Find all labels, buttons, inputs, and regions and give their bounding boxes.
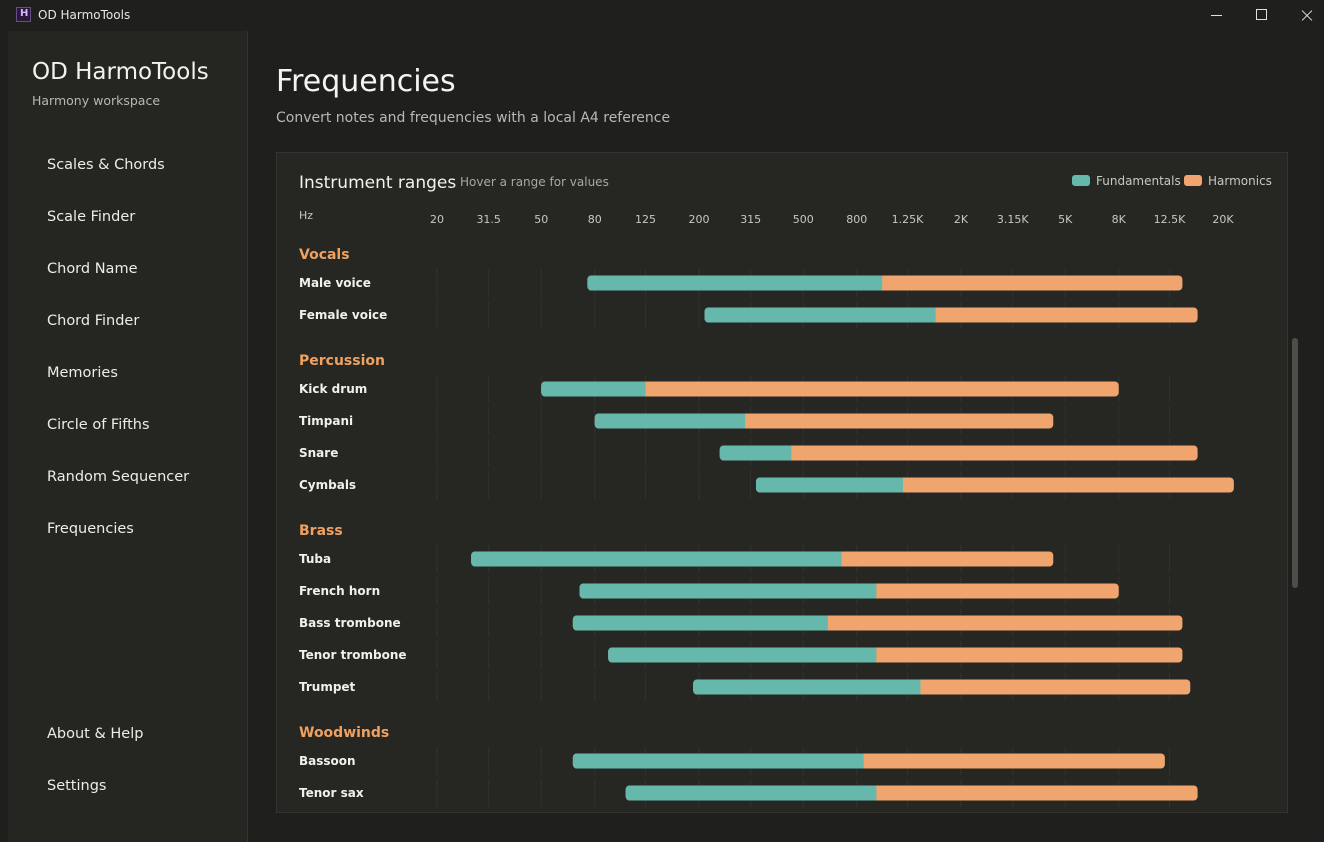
sidebar-item-random-sequencer[interactable]: Random Sequencer (47, 469, 190, 485)
legend-label: Harmonics (1208, 174, 1272, 188)
fundamental-range-bar-edge (898, 477, 903, 493)
sidebar-item-scale-finder[interactable]: Scale Finder (47, 209, 136, 225)
fundamental-range-bar[interactable] (693, 679, 921, 695)
instrument-label: Cymbals (299, 478, 356, 492)
fundamental-range-bar-edge (741, 413, 746, 429)
fundamental-range-bar[interactable] (572, 753, 864, 769)
chart-title: Instrument ranges (299, 173, 456, 193)
instrument-label: Female voice (299, 308, 387, 322)
axis-tick-label: 20 (430, 213, 444, 226)
group-heading: Woodwinds (299, 725, 389, 741)
fundamental-range-bar[interactable] (594, 413, 746, 429)
fundamental-range-bar[interactable] (625, 785, 877, 801)
window-titlebar: H OD HarmoTools (0, 0, 1324, 31)
axis-tick-label: 500 (793, 213, 814, 226)
page-subtitle: Convert notes and frequencies with a loc… (276, 110, 671, 126)
group-heading: Percussion (299, 353, 385, 369)
fundamental-range-bar-edge (787, 445, 792, 461)
axis-tick-label: 1.25K (892, 213, 924, 226)
instrument-label: Male voice (299, 276, 371, 290)
axis-tick-label: 3.15K (997, 213, 1029, 226)
fundamental-range-bar[interactable] (719, 445, 792, 461)
instrument-ranges-card: Instrument ranges Hover a range for value… (276, 152, 1288, 813)
sidebar-item-scales-chords[interactable]: Scales & Chords (47, 157, 165, 173)
instrument-ranges-chart: Instrument ranges Hover a range for value… (299, 173, 1272, 807)
harmonics-range-bar[interactable] (719, 445, 1198, 461)
harmonics-range-bar[interactable] (541, 381, 1119, 397)
fundamental-range-bar[interactable] (572, 615, 828, 631)
fundamental-range-bar[interactable] (704, 307, 936, 323)
axis-tick-label: 800 (846, 213, 867, 226)
fundamental-range-bar-edge (872, 647, 877, 663)
sidebar-item-frequencies[interactable]: Frequencies (47, 521, 134, 537)
group-heading: Vocals (299, 247, 350, 263)
instrument-label: French horn (299, 584, 380, 598)
sidebar-item-circle-of-fifths[interactable]: Circle of Fifths (47, 417, 150, 433)
axis-tick-label: 2K (954, 213, 969, 226)
instrument-label: Tenor trombone (299, 648, 407, 662)
fundamental-range-bar-edge (823, 615, 828, 631)
fundamental-range-bar-edge (878, 275, 883, 291)
fundamental-range-bar-edge (641, 381, 646, 397)
fundamental-range-bar-edge (872, 785, 877, 801)
fundamental-range-bar-edge (837, 551, 842, 567)
sidebar-subtitle: Harmony workspace (32, 93, 161, 108)
fundamental-range-bar[interactable] (579, 583, 877, 599)
fundamental-range-bar-edge (859, 753, 864, 769)
sidebar-item-chord-name[interactable]: Chord Name (47, 261, 138, 277)
group-heading: Brass (299, 523, 343, 539)
instrument-label: Tenor sax (299, 786, 364, 800)
sidebar-item-settings[interactable]: Settings (47, 778, 107, 794)
sidebar: OD HarmoTools Harmony workspace Scales &… (8, 31, 248, 842)
instrument-label: Bassoon (299, 754, 356, 768)
fundamental-range-bar[interactable] (755, 477, 903, 493)
sidebar-item-about-help[interactable]: About & Help (47, 726, 144, 742)
axis-tick-label: 80 (588, 213, 602, 226)
sidebar-item-memories[interactable]: Memories (47, 365, 118, 381)
fundamental-range-bar[interactable] (471, 551, 842, 567)
legend-label: Fundamentals (1096, 174, 1181, 188)
instrument-label: Trumpet (299, 680, 356, 694)
axis-tick-label: 8K (1112, 213, 1127, 226)
axis-tick-label: 31.5 (476, 213, 501, 226)
axis-tick-label: 315 (740, 213, 761, 226)
instrument-label: Snare (299, 446, 338, 460)
chart-hint: Hover a range for values (460, 175, 609, 189)
page-title: Frequencies (276, 64, 456, 99)
scrollbar-thumb[interactable] (1292, 338, 1298, 588)
fundamental-range-bar-edge (916, 679, 921, 695)
instrument-label: Tuba (299, 552, 331, 566)
axis-tick-label: 12.5K (1154, 213, 1186, 226)
axis-unit-label: Hz (299, 209, 313, 222)
app-logo-icon: H (16, 7, 31, 22)
fundamental-range-bar-edge (872, 583, 877, 599)
axis-tick-label: 50 (534, 213, 548, 226)
app-logo-letter: H (20, 8, 29, 19)
instrument-label: Kick drum (299, 382, 367, 396)
instrument-label: Timpani (299, 414, 353, 428)
close-icon[interactable] (1284, 0, 1324, 31)
axis-tick-label: 20K (1212, 213, 1234, 226)
sidebar-title: OD HarmoTools (32, 59, 209, 85)
legend-swatch-harmonics (1184, 175, 1202, 186)
fundamental-range-bar-edge (931, 307, 936, 323)
legend-swatch-fundamentals (1072, 175, 1090, 186)
axis-tick-label: 200 (689, 213, 710, 226)
minimize-icon[interactable] (1192, 0, 1238, 31)
fundamental-range-bar[interactable] (608, 647, 877, 663)
maximize-icon[interactable] (1238, 0, 1284, 31)
instrument-label: Bass trombone (299, 616, 401, 630)
fundamental-range-bar[interactable] (587, 275, 883, 291)
fundamental-range-bar[interactable] (541, 381, 646, 397)
axis-tick-label: 5K (1058, 213, 1073, 226)
sidebar-item-chord-finder[interactable]: Chord Finder (47, 313, 140, 329)
axis-tick-label: 125 (635, 213, 656, 226)
window-title: OD HarmoTools (38, 8, 131, 22)
